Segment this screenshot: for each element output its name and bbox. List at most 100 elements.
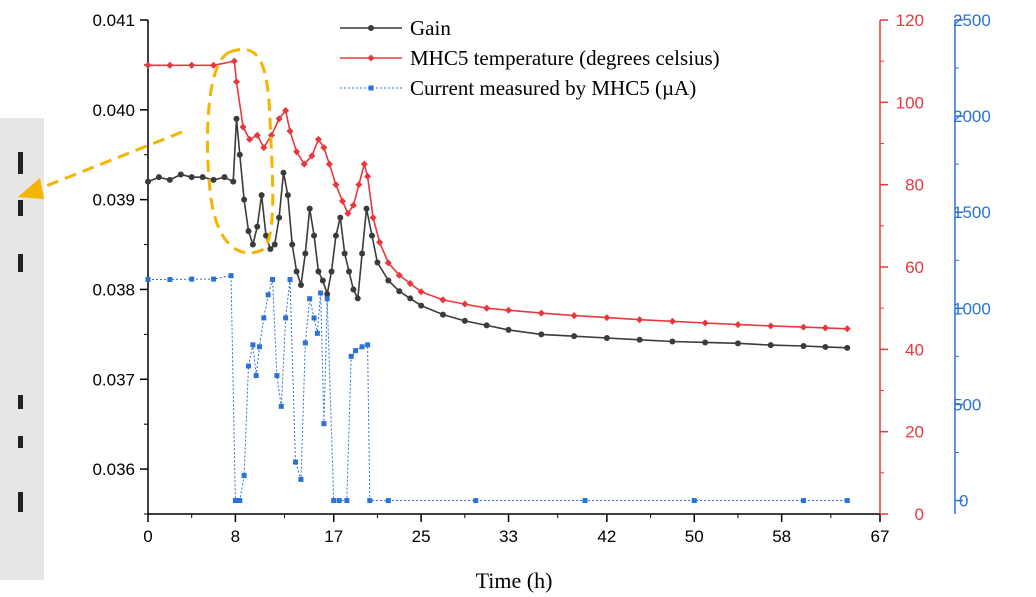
gain-point	[315, 268, 322, 275]
current-tick-label: 1500	[953, 203, 991, 222]
x-tick-label: 0	[143, 527, 152, 546]
gain-point	[363, 205, 370, 212]
current-point	[367, 498, 373, 504]
gain-point	[418, 302, 425, 309]
gain-point	[702, 339, 709, 346]
temperature-point	[364, 172, 372, 180]
gain-point	[166, 176, 173, 183]
current-point	[232, 498, 238, 504]
gain-point	[324, 290, 331, 297]
temperature-tick-label: 20	[905, 423, 924, 442]
gain-point	[337, 214, 344, 221]
temperature-point	[395, 271, 403, 279]
gain-point	[271, 241, 278, 248]
temperature-point	[293, 148, 301, 156]
current-point	[278, 403, 284, 409]
current-tick-label: 1000	[953, 299, 991, 318]
current-point	[473, 498, 479, 504]
gain-point	[800, 343, 807, 350]
gain-point	[341, 250, 348, 257]
current-point	[274, 373, 280, 379]
current-point	[261, 315, 267, 321]
temperature-point	[253, 131, 261, 139]
temperature-point	[332, 181, 340, 189]
legend-marker	[368, 25, 374, 31]
temperature-point	[260, 144, 268, 152]
temperature-point	[483, 304, 491, 312]
current-point	[246, 363, 252, 369]
current-point	[302, 340, 308, 346]
temperature-point	[668, 317, 676, 325]
temperature-point	[320, 144, 328, 152]
gain-point	[293, 268, 300, 275]
gain-point	[230, 178, 237, 185]
x-axis-label: Time (h)	[476, 568, 553, 593]
temperature-tick-label: 60	[905, 258, 924, 277]
current-point	[359, 344, 365, 350]
current-point	[582, 498, 588, 504]
current-point	[189, 276, 195, 282]
temperature-point	[376, 238, 384, 246]
gain-point	[407, 295, 414, 302]
current-point	[353, 348, 359, 354]
gain-point	[236, 151, 243, 158]
temperature-point	[232, 78, 241, 86]
current-point	[283, 315, 289, 321]
highlight-arrowhead	[18, 178, 44, 199]
gain-point	[199, 174, 206, 181]
x-tick-label: 25	[412, 527, 431, 546]
current-point	[167, 276, 173, 282]
y-tick-label: 0.038	[92, 280, 135, 299]
temperature-point	[300, 160, 308, 168]
gain-point	[505, 326, 512, 333]
temperature-point	[384, 259, 392, 267]
gain-point	[155, 174, 162, 181]
gain-point	[241, 196, 248, 203]
temperature-point	[166, 61, 174, 69]
temperature-point	[325, 160, 333, 168]
current-point	[331, 498, 337, 504]
x-tick-label: 58	[772, 527, 791, 546]
current-point	[385, 498, 391, 504]
gain-point	[385, 277, 392, 284]
current-tick-label: 2500	[953, 11, 991, 30]
gain-point	[284, 192, 291, 199]
series-line	[147, 118, 848, 349]
current-point	[237, 498, 243, 504]
current-point	[324, 296, 330, 302]
gain-point	[354, 295, 361, 302]
x-tick-label: 8	[231, 527, 240, 546]
current-point	[307, 296, 313, 302]
current-point	[270, 276, 276, 282]
temperature-tick-label: 0	[915, 505, 924, 524]
temperature-point	[570, 312, 578, 320]
temperature-point	[734, 321, 742, 329]
temperature-point	[239, 123, 247, 131]
legend-label: Gain	[410, 16, 451, 40]
current-point	[228, 273, 234, 279]
x-tick-label: 33	[499, 527, 518, 546]
y-tick-label: 0.039	[92, 191, 135, 210]
temperature-point	[308, 152, 316, 160]
gain-point	[302, 250, 309, 257]
gain-point	[188, 174, 195, 181]
series-line	[148, 60, 848, 330]
gain-point	[311, 232, 318, 239]
temperature-point	[461, 300, 469, 308]
series-current	[145, 273, 850, 504]
current-axis-ticks: 0 500 1000 1500 2000 2500	[953, 11, 991, 511]
temperature-point	[406, 279, 414, 288]
legend-marker	[368, 85, 374, 91]
y-tick-label: 0.037	[92, 370, 135, 389]
gain-point	[350, 286, 357, 293]
highlight-ellipse	[206, 47, 275, 255]
legend-marker	[367, 54, 375, 62]
gain-point	[538, 331, 545, 338]
gain-point	[483, 322, 490, 329]
temperature-point	[338, 197, 347, 205]
current-point	[253, 373, 259, 379]
gain-point	[461, 317, 468, 324]
gain-point	[396, 288, 403, 295]
y-tick-label: 0.036	[92, 460, 135, 479]
